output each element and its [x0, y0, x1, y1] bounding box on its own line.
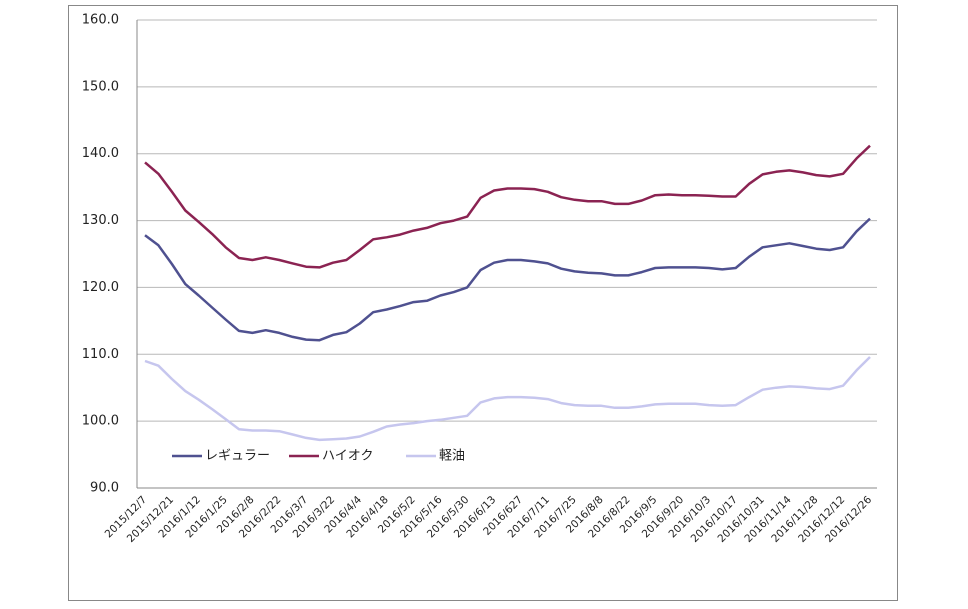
y-tick-label: 150.0: [82, 79, 119, 94]
legend-label: 軽油: [439, 449, 465, 464]
y-tick-label: 160.0: [82, 13, 119, 28]
y-tick-label: 140.0: [82, 146, 119, 161]
legend-label: ハイオク: [322, 449, 373, 464]
y-tick-label: 90.0: [90, 481, 119, 496]
series-line: [144, 217, 871, 342]
series-line: [144, 144, 871, 269]
y-tick-label: 120.0: [82, 280, 119, 295]
chart-border: [68, 5, 898, 601]
legend-label: レギュラー: [205, 449, 270, 464]
y-tick-label: 100.0: [82, 414, 119, 429]
y-tick-label: 130.0: [82, 213, 119, 228]
y-tick-label: 110.0: [82, 347, 119, 362]
series-line: [144, 356, 871, 442]
